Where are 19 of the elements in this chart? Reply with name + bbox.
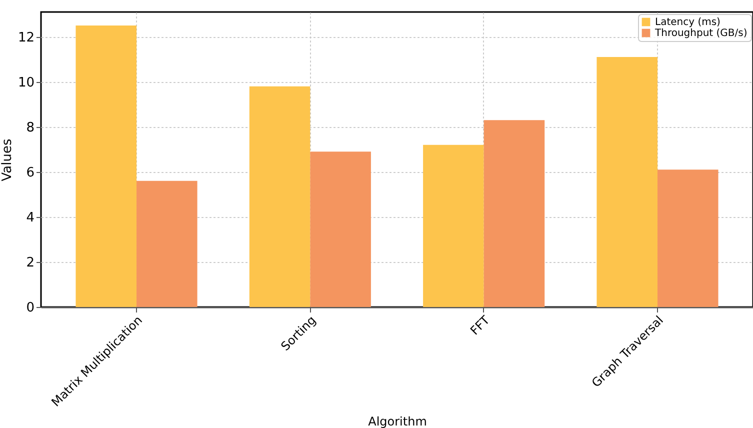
bar [596,57,658,307]
x-axis-title: Algorithm [368,414,427,428]
bar [136,180,198,307]
legend-label: Latency (ms) [655,17,721,28]
y-tick-label: 6 [26,165,34,180]
bar [76,26,137,307]
y-tick-label: 2 [26,255,34,270]
bar [423,144,484,307]
y-tick-label: 10 [18,75,34,90]
y-tick-label: 12 [18,30,34,46]
bar [310,152,371,307]
y-tick-label: 8 [26,120,34,136]
y-tick-label: 4 [26,210,34,226]
y-tick-label: 0 [26,300,34,316]
y-axis-title: Values [0,138,15,182]
bar [249,86,310,307]
bar [657,170,718,307]
legend-label: Throughput (GB/s) [654,28,748,39]
bar [484,120,545,307]
